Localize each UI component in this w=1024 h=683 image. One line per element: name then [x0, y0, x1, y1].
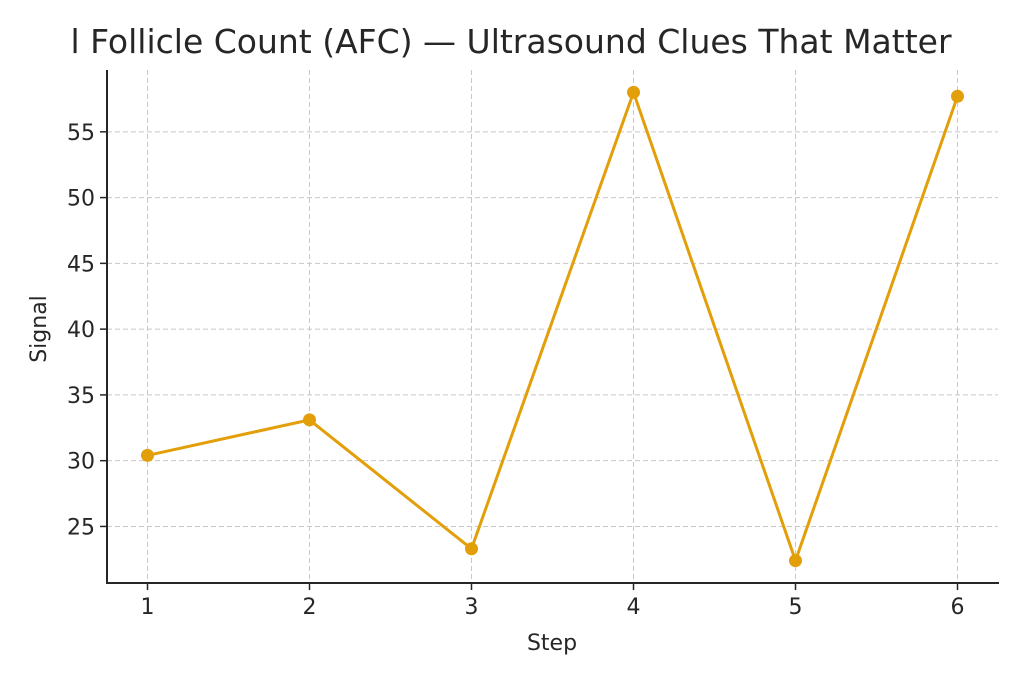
data-point-marker: [303, 413, 316, 427]
y-axis-ticks: 25 30 35 40 45 50 55: [67, 121, 107, 540]
grid-lines: [107, 70, 998, 583]
data-series: [141, 85, 964, 568]
data-point-marker: [951, 89, 964, 103]
x-tick-label: 3: [465, 595, 479, 620]
x-axis-label: Step: [527, 631, 577, 656]
y-tick-label: 25: [67, 515, 95, 540]
y-tick-label: 55: [67, 121, 95, 146]
x-tick-label: 6: [951, 595, 965, 620]
x-tick-label: 1: [141, 595, 155, 620]
series-line: [147, 90, 959, 563]
y-tick-label: 30: [67, 450, 95, 475]
x-tick-label: 4: [627, 595, 641, 620]
y-tick-label: 50: [67, 187, 95, 212]
data-point-marker: [789, 554, 802, 568]
data-point-marker: [627, 85, 640, 99]
x-tick-label: 2: [303, 595, 317, 620]
y-tick-label: 45: [67, 252, 95, 277]
axes: [106, 70, 999, 584]
chart-title: l Follicle Count (AFC) — Ultrasound Clue…: [0, 22, 1024, 61]
y-axis-label: Signal: [27, 295, 52, 363]
data-point-marker: [141, 448, 154, 462]
chart-title-text: l Follicle Count (AFC) — Ultrasound Clue…: [70, 22, 952, 61]
x-axis-ticks: 1 2 3 4 5 6: [141, 583, 965, 620]
x-tick-label: 5: [789, 595, 803, 620]
y-tick-label: 40: [67, 318, 95, 343]
y-tick-label: 35: [67, 384, 95, 409]
data-point-marker: [465, 542, 478, 556]
